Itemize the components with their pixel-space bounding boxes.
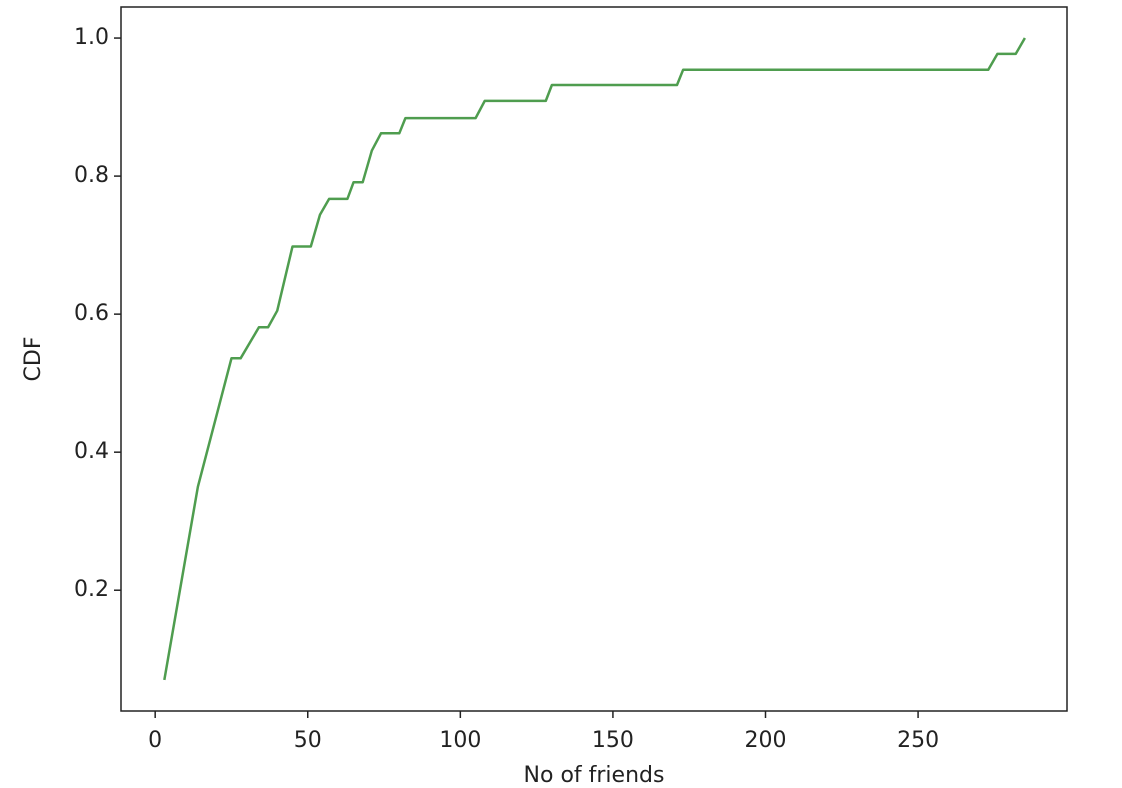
y-tick-label: 0.4	[74, 439, 109, 464]
y-tick-label: 0.2	[74, 577, 109, 602]
y-axis-label: CDF	[21, 337, 46, 382]
plot-frame	[120, 6, 1068, 712]
x-tick-label: 250	[897, 728, 939, 753]
x-axis-label: No of friends	[524, 763, 665, 788]
y-tick-label: 0.6	[74, 301, 109, 326]
y-tick-label: 0.8	[74, 163, 109, 188]
y-tick-label: 1.0	[74, 25, 109, 50]
x-tick-label: 200	[745, 728, 787, 753]
x-tick-label: 0	[148, 728, 162, 753]
x-tick-label: 150	[592, 728, 634, 753]
x-tick-label: 100	[439, 728, 481, 753]
data-line	[163, 37, 1026, 681]
x-tick-label: 50	[294, 728, 322, 753]
